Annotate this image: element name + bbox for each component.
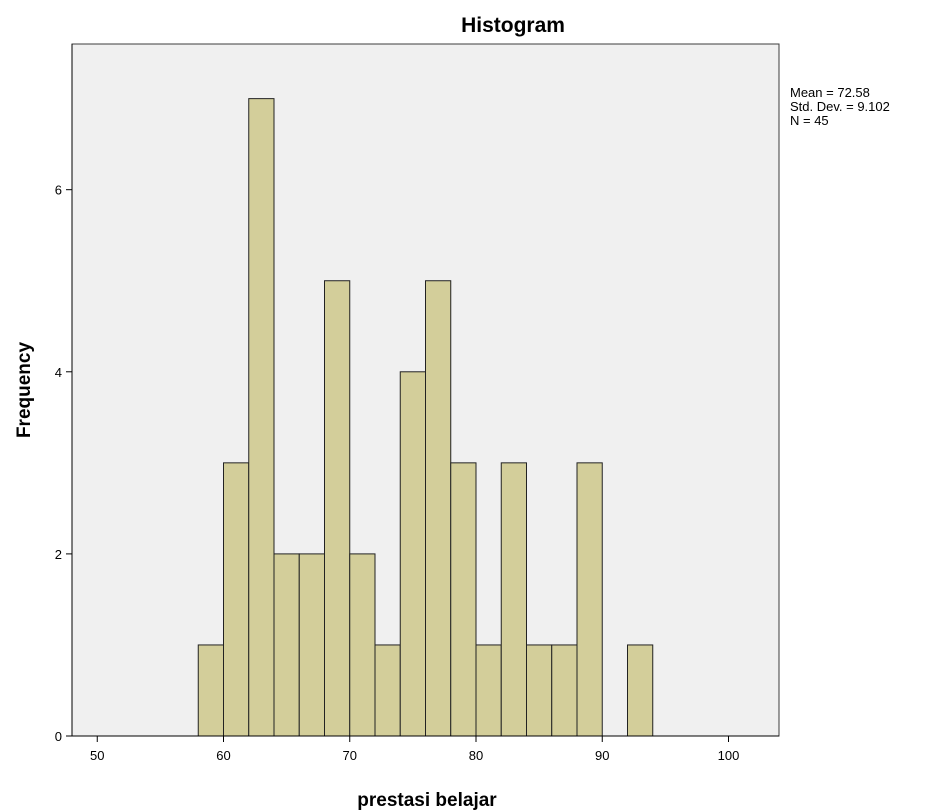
histogram-bar [576,462,603,737]
x-tick-label: 90 [595,748,609,763]
x-tick-label: 100 [718,748,740,763]
x-tick-label: 60 [216,748,230,763]
histogram-bar [425,280,452,737]
histogram-bar [374,644,401,737]
histogram-bar [627,644,654,737]
y-tick-label: 6 [55,183,62,198]
histogram-bar [197,644,224,737]
stat-line: Mean = 72.58 [790,85,870,100]
histogram-bar [273,553,300,737]
histogram-bar [551,644,578,737]
stat-line: Std. Dev. = 9.102 [790,99,890,114]
histogram-bar [349,553,376,737]
histogram-bar [223,462,250,737]
bars-group [197,98,654,737]
x-axis-title: prestasi belajar [357,790,497,811]
histogram-bar [526,644,553,737]
y-tick-label: 0 [55,729,62,744]
x-tick-label: 50 [90,748,104,763]
histogram-bar [450,462,477,737]
y-axis: 0 2 4 6 [55,44,73,744]
x-axis: 50 60 70 80 90 100 [72,735,779,763]
y-tick-label: 4 [55,365,62,380]
histogram-bar [500,462,527,737]
y-tick-label: 2 [55,547,62,562]
x-tick-label: 80 [469,748,483,763]
histogram-bar [324,280,351,737]
histogram-bar [248,98,275,737]
y-axis-title: Frequency [14,342,35,439]
x-tick-label: 70 [343,748,357,763]
histogram-bar [475,644,502,737]
histogram-bar [298,553,325,737]
chart-title: Histogram [461,14,565,37]
stat-line: N = 45 [790,113,829,128]
histogram-bar [399,371,426,737]
